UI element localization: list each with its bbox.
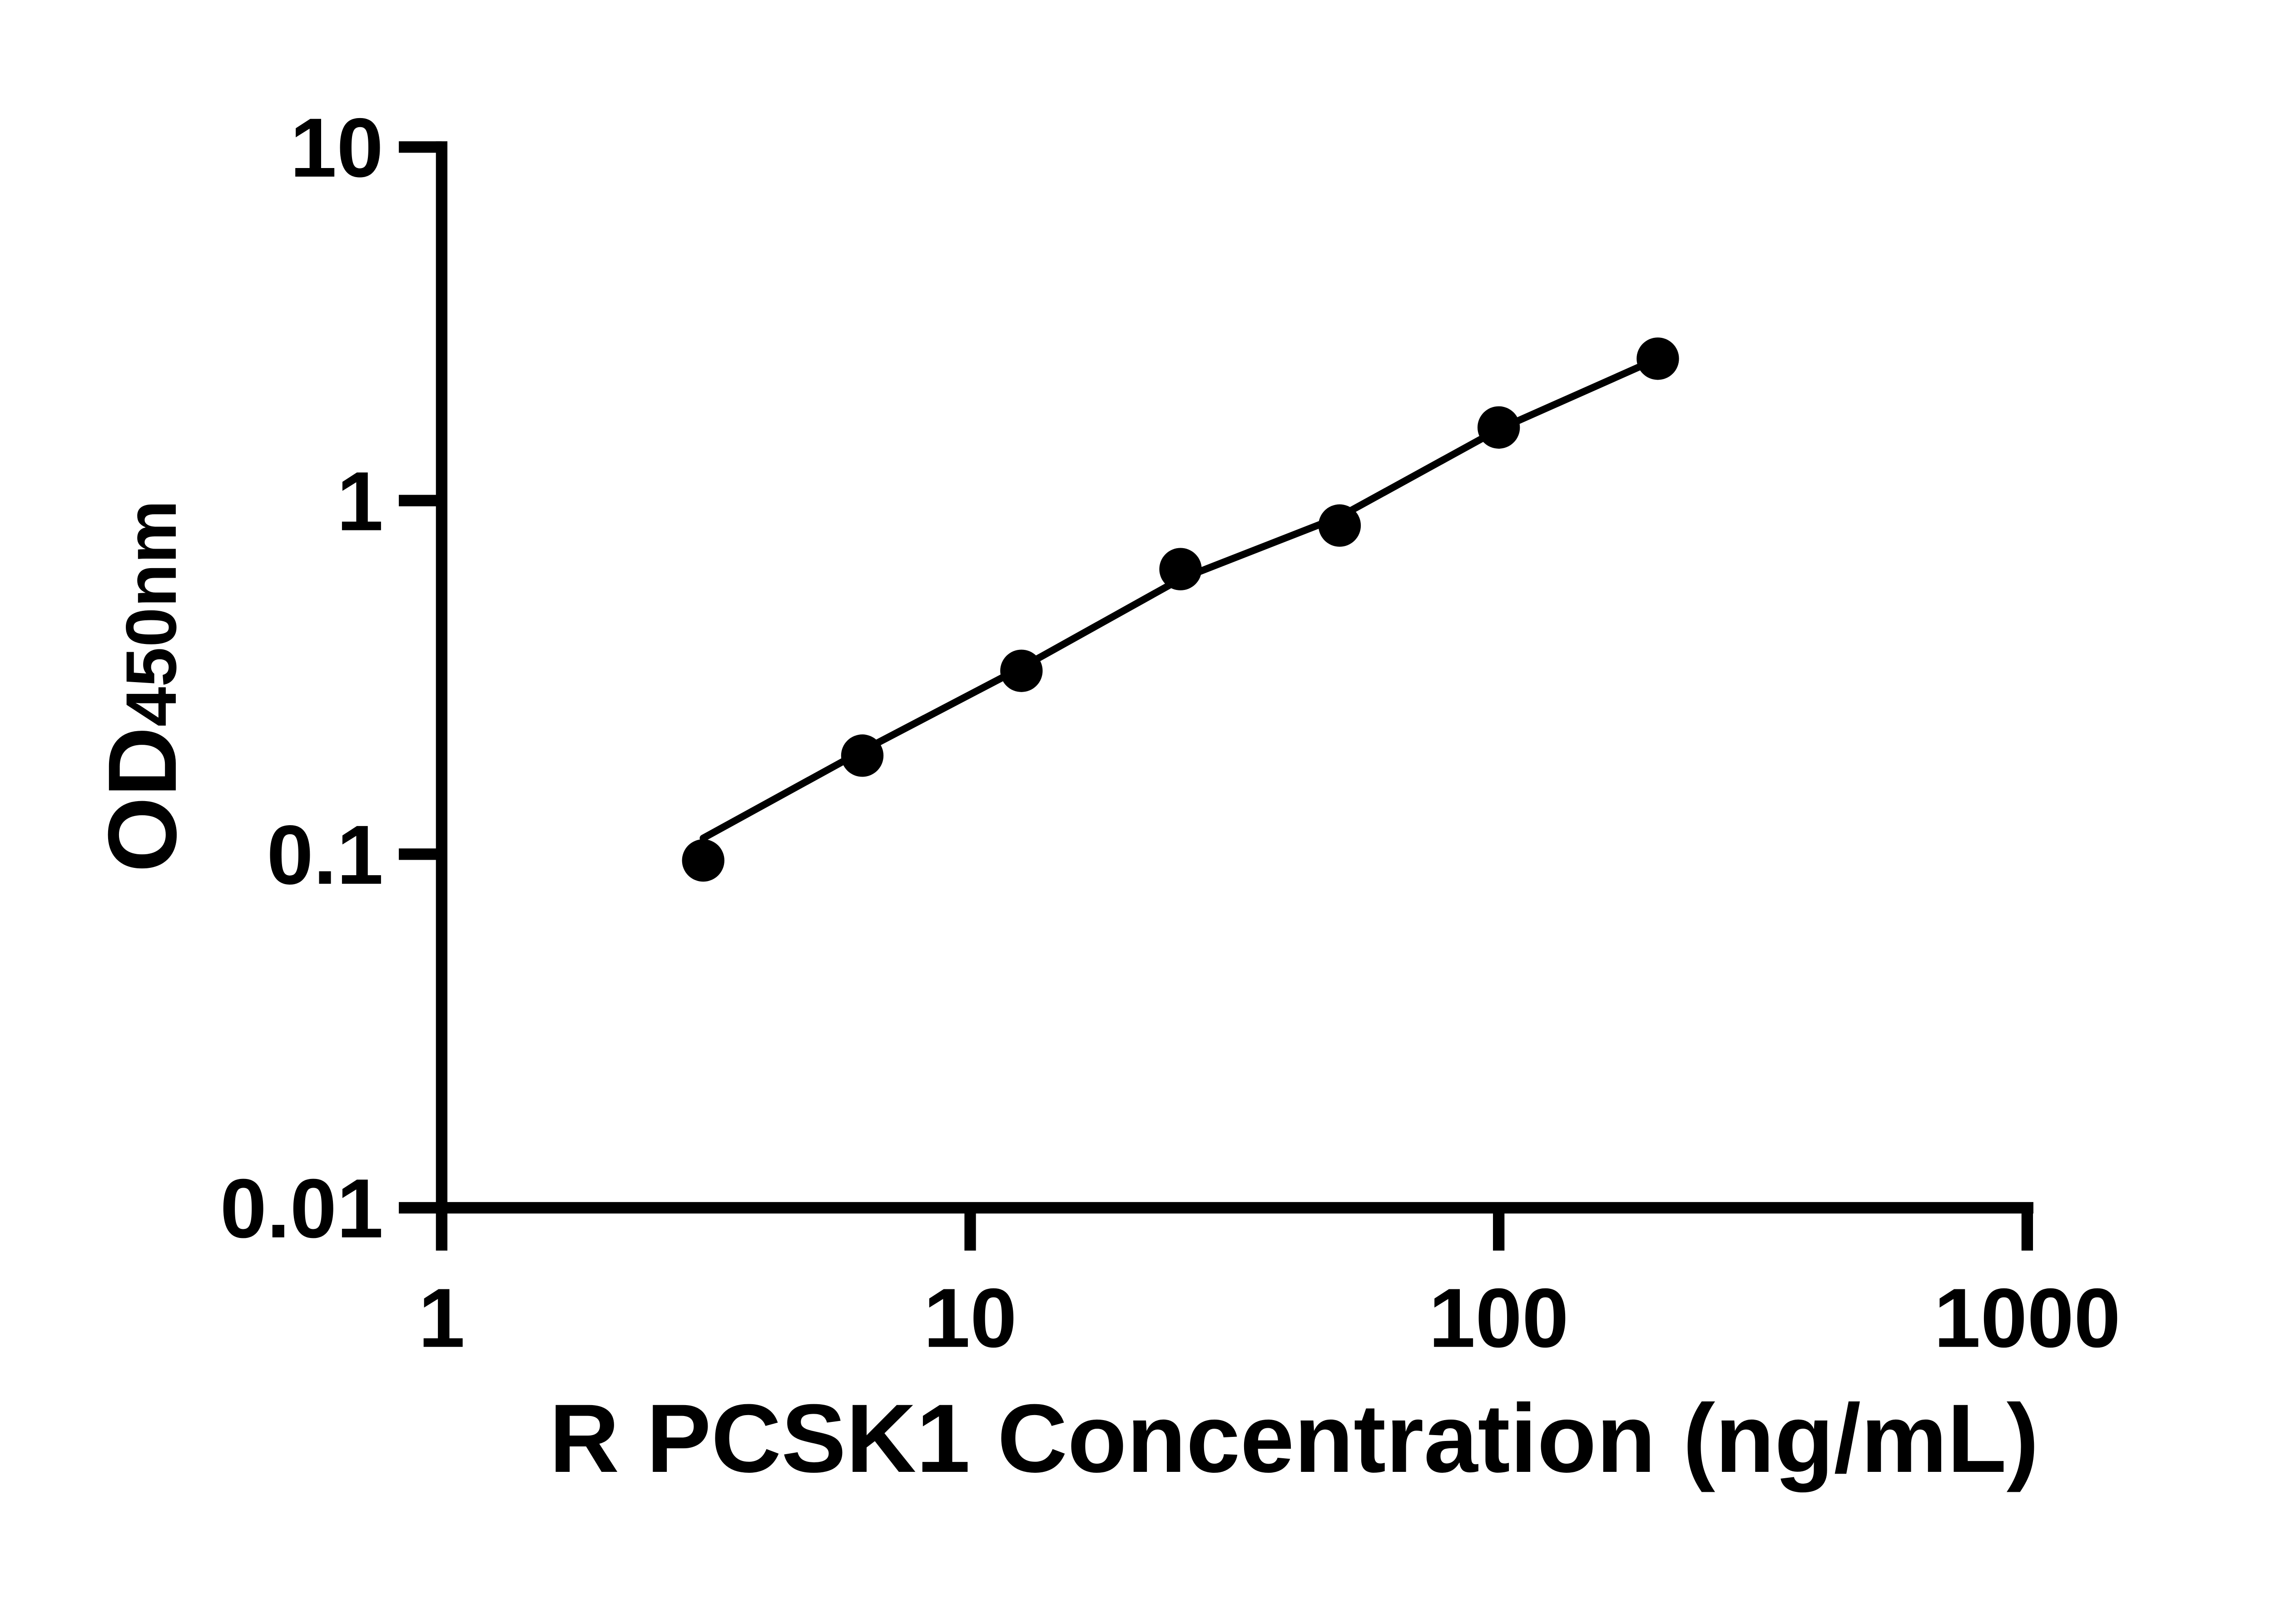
- data-point-marker: [841, 734, 884, 777]
- standard-curve-chart: 1 10 100 1000 10 1 0.1 0.01 R PCSK1 Concentratio…: [88, 101, 2121, 1493]
- x-tick-label: 100: [1429, 1272, 1569, 1365]
- data-point-marker: [1000, 649, 1043, 692]
- x-tick-label: 1: [418, 1272, 465, 1365]
- y-tick-label: 0.1: [267, 808, 383, 902]
- elisa-standard-curve-figure: 1 10 100 1000 10 1 0.1 0.01 R PCSK1 Concentratio…: [88, 101, 2121, 1493]
- y-axis-title: OD450nm: [88, 500, 197, 872]
- plot-area: 1 10 100 1000 10 1 0.1 0.01 R PCSK1 Concentratio…: [88, 101, 2121, 1493]
- data-point-marker: [1636, 337, 1679, 380]
- x-axis-title: R PCSK1 Concentration (ng/mL): [549, 1384, 2039, 1493]
- x-tick-label: 1000: [1934, 1272, 2121, 1365]
- y-axis-title-subscript: 450nm: [111, 500, 191, 727]
- x-tick-label: 10: [923, 1272, 1017, 1365]
- data-point-marker: [1478, 406, 1520, 449]
- data-point-marker: [682, 839, 724, 882]
- y-axis-title-main: OD: [88, 727, 197, 872]
- data-point-marker: [1318, 504, 1361, 547]
- y-tick-label: 0.01: [220, 1162, 383, 1256]
- data-point-marker: [1159, 548, 1202, 590]
- y-tick-label: 10: [290, 101, 384, 195]
- y-tick-label: 1: [337, 455, 383, 548]
